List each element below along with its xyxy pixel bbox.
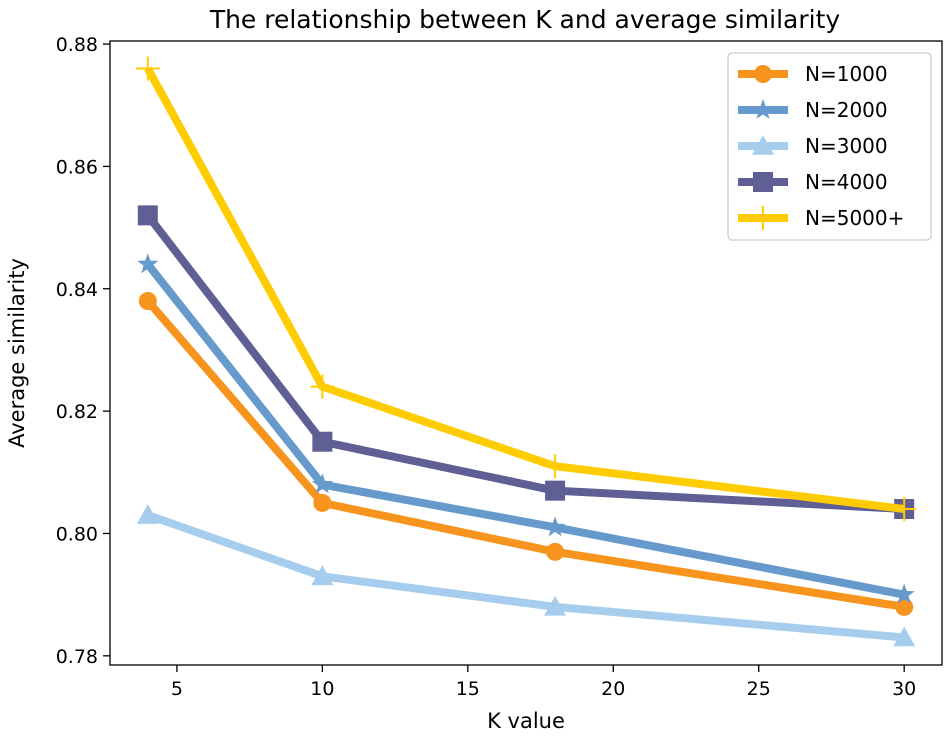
data-point-square [137,205,158,226]
y-tick-label: 0.86 [56,156,98,178]
y-tick-label: 0.80 [56,523,98,545]
data-point-star [311,473,333,494]
legend-item: N=1000 [738,62,888,86]
data-point-circle [895,597,914,616]
x-tick-label: 5 [171,678,183,700]
legend-marker-square [753,172,773,192]
legend-item: N=2000 [738,98,888,122]
data-point-plus [310,374,335,399]
legend-item: N=5000+ [738,206,904,230]
x-tick-label: 25 [747,678,771,700]
data-point-triangle [311,565,334,586]
legend-label: N=2000 [805,98,888,122]
y-tick-label: 0.82 [56,401,98,423]
x-tick-label: 10 [310,678,334,700]
y-axis-label: Average similarity [5,258,29,448]
series-line [144,261,905,599]
legend-label: N=5000+ [805,206,904,230]
data-point-plus [543,454,568,479]
series-n-2000 [137,253,915,604]
y-tick-label: 0.88 [56,34,98,56]
legend-item: N=4000 [738,170,888,194]
series-line [144,298,905,611]
y-tick-label: 0.78 [56,646,98,668]
data-point-plus [135,56,160,81]
data-point-star [893,583,915,604]
series-line [144,212,905,513]
series-n-3000 [136,504,916,647]
data-point-square [312,431,333,452]
data-point-square [545,480,566,501]
data-point-star [137,253,159,274]
plot-frame [109,40,943,666]
data-point-circle [546,542,565,561]
data-point-circle [313,493,332,512]
data-point-triangle [893,626,916,647]
legend-item: N=3000 [738,134,888,158]
x-tick-label: 30 [892,678,916,700]
x-axis-label: K value [487,709,565,733]
legend-label: N=1000 [805,62,888,86]
series-n-1000 [138,292,914,616]
legend-marker-triangle [752,135,774,155]
series-n-5000- [135,56,917,521]
series-layer [135,56,917,647]
legend-marker-star [752,99,774,119]
data-point-triangle [544,595,567,616]
legend-marker-circle [754,65,772,83]
legend-label: N=3000 [805,134,888,158]
legend: N=1000 N=2000 N=3000 N=4000 N=5000+ [727,52,932,241]
x-tick-label: 15 [456,678,480,700]
series-line [146,511,905,642]
data-point-circle [138,292,157,310]
data-point-plus [892,497,917,521]
legend-label: N=4000 [805,170,888,194]
data-point-triangle [136,504,159,524]
x-axis: 5 10 15 20 25 30 [171,665,916,700]
y-tick-label: 0.84 [56,279,98,301]
legend-marker-plus [751,206,775,230]
y-axis: 0.78 0.80 0.82 0.84 0.86 0.88 [56,34,110,668]
chart-title: The relationship between K and average s… [209,5,841,34]
x-tick-label: 20 [601,678,625,700]
data-point-star [544,516,566,537]
legend-box [727,52,932,241]
series-n-4000 [137,205,915,519]
series-line [144,66,905,513]
